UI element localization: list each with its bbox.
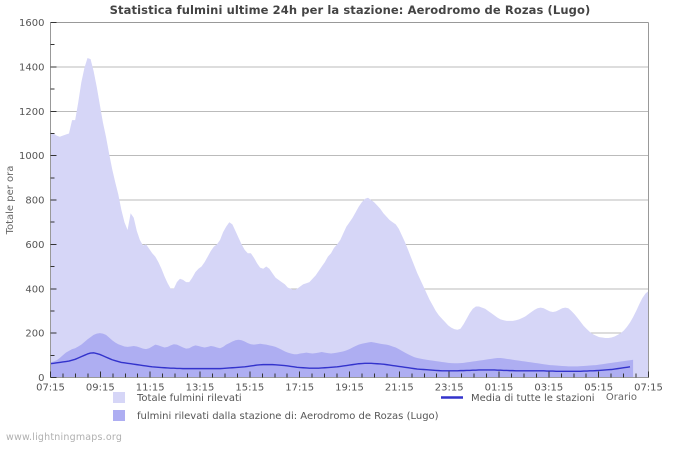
- svg-text:200: 200: [25, 329, 44, 340]
- svg-text:600: 600: [25, 240, 44, 251]
- svg-text:23:15: 23:15: [435, 383, 464, 394]
- svg-text:1200: 1200: [19, 107, 44, 118]
- site-watermark: www.lightningmaps.org: [6, 432, 123, 443]
- chart-legend: Totale fulmini rilevati fulmini rilevati …: [113, 392, 595, 422]
- svg-text:17:15: 17:15: [285, 383, 314, 394]
- legend-label: fulmini rilevati dalla stazione di: Aero…: [137, 411, 439, 422]
- svg-text:07:15: 07:15: [634, 383, 663, 394]
- chart-title: Statistica fulmini ultime 24h per la sta…: [109, 3, 591, 17]
- y-axis-ticks: 0 200 400 600 800 1000 1200 1400 1600: [19, 18, 57, 384]
- svg-text:Orario: Orario: [606, 392, 637, 403]
- legend-label: Totale fulmini rilevati: [136, 393, 242, 404]
- svg-text:05:15: 05:15: [584, 383, 613, 394]
- svg-text:09:15: 09:15: [86, 383, 115, 394]
- svg-text:800: 800: [25, 196, 44, 207]
- series-areas: [50, 58, 649, 378]
- svg-text:400: 400: [25, 284, 44, 295]
- legend-swatch-icon: [113, 410, 125, 421]
- legend-label: Media di tutte le stazioni: [471, 393, 595, 404]
- svg-text:01:15: 01:15: [485, 383, 514, 394]
- svg-text:03:15: 03:15: [534, 383, 563, 394]
- x-axis-ticks: 07:15 09:15 11:15 13:15 15:15 17:15 19:15 21:15…: [36, 371, 663, 394]
- svg-text:13:15: 13:15: [186, 383, 215, 394]
- svg-text:19:15: 19:15: [335, 383, 364, 394]
- legend-item: Totale fulmini rilevati: [113, 392, 242, 404]
- svg-text:Totale per ora: Totale per ora: [5, 166, 16, 236]
- legend-swatch-icon: [113, 392, 125, 403]
- y-axis-title: Totale per ora: [5, 166, 16, 236]
- svg-text:21:15: 21:15: [385, 383, 414, 394]
- svg-text:11:15: 11:15: [136, 383, 165, 394]
- x-axis-title: Orario: [606, 392, 637, 403]
- svg-text:1400: 1400: [19, 62, 44, 73]
- svg-text:1600: 1600: [19, 18, 44, 29]
- legend-item: fulmini rilevati dalla stazione di: Aero…: [113, 410, 439, 422]
- legend-item: Media di tutte le stazioni: [441, 393, 595, 404]
- svg-text:15:15: 15:15: [235, 383, 264, 394]
- svg-text:1000: 1000: [19, 151, 44, 162]
- svg-text:0: 0: [38, 373, 44, 384]
- svg-text:07:15: 07:15: [36, 383, 65, 394]
